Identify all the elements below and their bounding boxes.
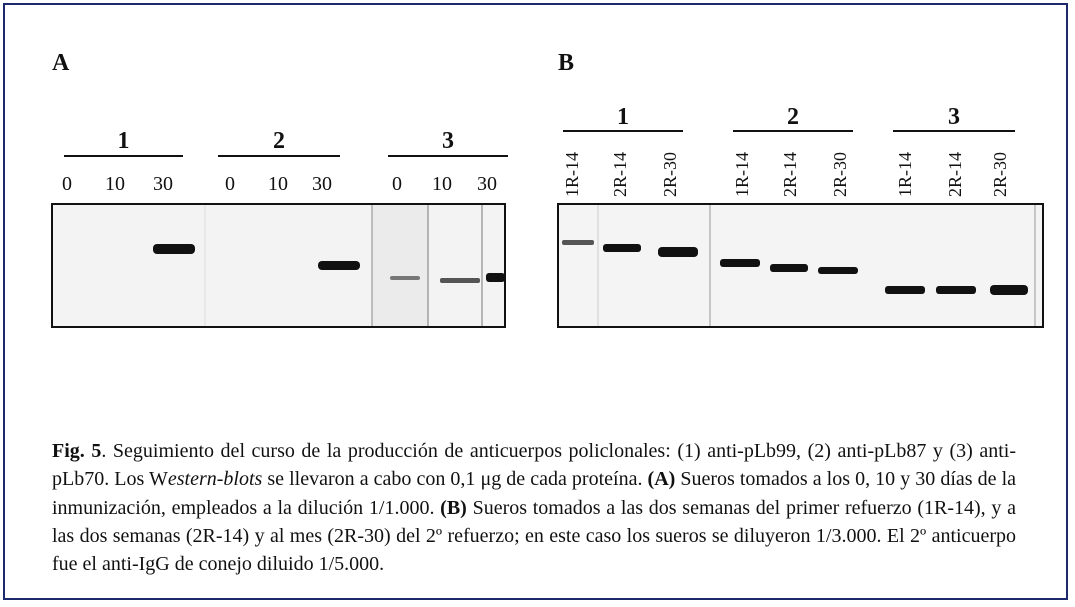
group-label: 3: [442, 128, 454, 154]
caption-text: se llevaron a cabo con 0,1 μg de cada pr…: [262, 468, 647, 490]
page: A B 101030201030301030 11R-142R-142R-302…: [0, 0, 1075, 607]
band: [818, 267, 858, 274]
group-label: 2: [273, 128, 285, 154]
group-label: 1: [118, 128, 130, 154]
band: [770, 264, 808, 272]
lane-label: 1R-14: [895, 152, 915, 197]
lane-label: 0: [225, 173, 235, 195]
band: [318, 261, 360, 270]
caption-text: estern-blots: [168, 468, 262, 490]
blot: [52, 204, 505, 327]
caption-label: (B): [440, 497, 467, 519]
lane-label: 2R-30: [990, 152, 1010, 197]
lane-label: 2R-14: [610, 152, 630, 197]
blot-strip: [372, 205, 428, 326]
lane-label: 0: [392, 173, 402, 195]
lane-label: 10: [432, 173, 452, 195]
lane-label: 30: [477, 173, 497, 195]
group-label: 1: [617, 104, 629, 130]
band: [153, 244, 195, 254]
band: [720, 259, 760, 267]
band: [562, 240, 594, 245]
lane-label: 2R-14: [780, 152, 800, 197]
lane-headers: 1 1R-14 2R-14 2R-30 2 1R-14 2R-14 2R-30 3 1R-14 2R…: [562, 104, 1015, 197]
lane-label: 1R-14: [562, 152, 582, 197]
group-label: 3: [948, 104, 960, 130]
lane-label: 30: [312, 173, 332, 195]
lane-label: 10: [268, 173, 288, 195]
lane-label: 30: [153, 173, 173, 195]
caption-label: Fig. 5: [52, 440, 101, 462]
band: [658, 247, 698, 257]
lane-label: 0: [62, 173, 72, 195]
band: [885, 286, 925, 294]
caption-label: (A): [648, 468, 676, 490]
lane-label: 2R-30: [830, 152, 850, 197]
band: [390, 276, 420, 280]
band: [486, 273, 505, 282]
lane-label: 1R-14: [732, 152, 752, 197]
band: [936, 286, 976, 294]
group-label: 2: [787, 104, 799, 130]
blot-b: [558, 204, 1043, 327]
lane-label: 10: [105, 173, 125, 195]
lane-label: 2R-30: [660, 152, 680, 197]
lane-label: 2R-14: [945, 152, 965, 197]
figure-caption: Fig. 5. Seguimiento del curso de la prod…: [52, 437, 1016, 578]
band: [603, 244, 641, 252]
blot-a: [52, 204, 505, 327]
band: [990, 285, 1028, 295]
band: [440, 278, 480, 283]
panel-label: A: [52, 50, 70, 76]
panel-label: B: [558, 50, 574, 76]
